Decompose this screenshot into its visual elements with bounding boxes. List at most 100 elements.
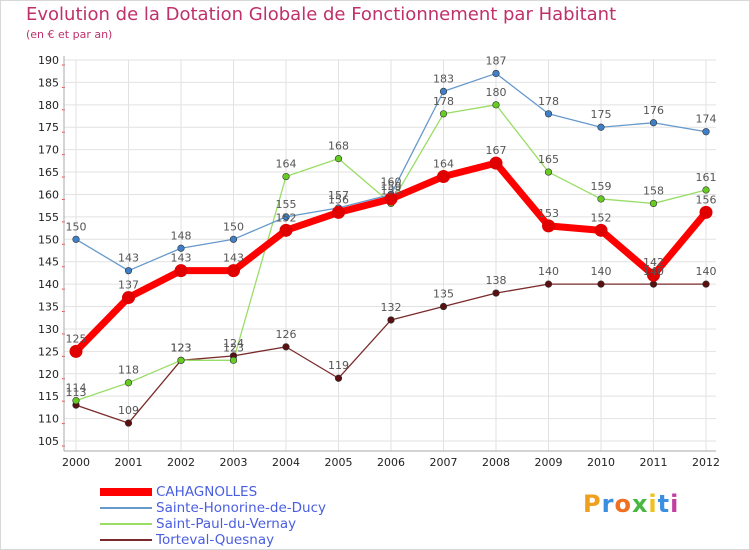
point-sainte-honorine-de-ducy-2008 (492, 69, 500, 78)
data-label-cahagnolles-2000: 125 (66, 332, 87, 345)
y-tick-label-175: 175 (38, 121, 59, 134)
data-label-torteval-quesnay-2011: 140 (643, 265, 664, 278)
point-saint-paul-du-vernay-2011 (649, 199, 658, 208)
data-label-cahagnolles-2003: 143 (223, 252, 244, 265)
point-sainte-honorine-de-ducy-2003 (229, 235, 238, 243)
data-label-sainte-honorine-de-ducy-2009: 178 (538, 95, 559, 108)
y-tick-label-185: 185 (38, 76, 59, 89)
data-label-saint-paul-du-vernay-2002: 123 (171, 341, 192, 354)
data-label-saint-paul-du-vernay-2001: 118 (118, 364, 139, 377)
point-saint-paul-du-vernay-2001 (124, 379, 133, 387)
x-tick-label-2011: 2011 (640, 456, 668, 469)
data-label-cahagnolles-2006: 159 (381, 180, 402, 193)
point-torteval-quesnay-2012 (702, 280, 710, 288)
legend-item-cahagnolles: CAHAGNOLLES (100, 484, 326, 500)
data-label-saint-paul-du-vernay-2009: 165 (538, 153, 559, 166)
point-torteval-quesnay-2004 (282, 343, 290, 351)
data-label-saint-paul-du-vernay-2008: 180 (486, 86, 507, 99)
point-cahagnolles-2005 (332, 205, 345, 219)
point-cahagnolles-2006 (384, 192, 398, 206)
data-label-saint-paul-du-vernay-2006: 158 (381, 184, 402, 197)
x-tick-label-2008: 2008 (482, 456, 510, 469)
data-label-sainte-honorine-de-ducy-2001: 143 (118, 252, 139, 265)
data-label-cahagnolles-2005: 156 (328, 193, 349, 206)
data-label-saint-paul-du-vernay-2011: 158 (643, 184, 664, 197)
point-cahagnolles-2011 (647, 268, 660, 282)
data-label-sainte-honorine-de-ducy-2010: 175 (591, 108, 612, 121)
x-tick-label-2009: 2009 (535, 456, 563, 469)
point-cahagnolles-2007 (437, 170, 450, 184)
x-tick-label-2005: 2005 (325, 456, 353, 469)
point-sainte-honorine-de-ducy-2012 (702, 128, 710, 136)
data-label-cahagnolles-2004: 152 (276, 211, 297, 224)
point-sainte-honorine-de-ducy-2001 (124, 267, 133, 275)
x-tick-label-2006: 2006 (377, 456, 405, 469)
point-sainte-honorine-de-ducy-2002 (177, 244, 185, 252)
point-torteval-quesnay-2008 (492, 289, 500, 297)
data-label-cahagnolles-2012: 156 (696, 193, 717, 206)
data-label-sainte-honorine-de-ducy-2006: 160 (381, 175, 402, 188)
y-tick-label-190: 190 (38, 54, 59, 67)
y-tick-label-180: 180 (38, 99, 59, 112)
data-label-sainte-honorine-de-ducy-2005: 157 (328, 189, 349, 202)
data-label-saint-paul-du-vernay-2007: 178 (433, 95, 454, 108)
point-saint-paul-du-vernay-2002 (177, 356, 185, 364)
y-tick-label-160: 160 (38, 188, 59, 201)
x-tick-label-2012: 2012 (692, 456, 720, 469)
logo-letter: i (648, 490, 658, 518)
data-label-saint-paul-du-vernay-2012: 161 (696, 171, 717, 184)
data-label-sainte-honorine-de-ducy-2003: 150 (223, 220, 244, 233)
y-tick-label-170: 170 (38, 144, 59, 157)
y-tick-label-165: 165 (38, 166, 59, 179)
proxiti-logo: Proxiti (583, 490, 679, 518)
y-tick-label-105: 105 (38, 435, 59, 448)
legend-label-sainte-honorine-de-ducy: Sainte-Honorine-de-Ducy (156, 500, 326, 516)
data-label-saint-paul-du-vernay-2004: 164 (276, 158, 297, 171)
x-tick-label-2002: 2002 (167, 456, 195, 469)
y-tick-label-120: 120 (38, 368, 59, 381)
data-label-cahagnolles-2011: 142 (643, 256, 664, 269)
point-sainte-honorine-de-ducy-2004 (282, 213, 290, 221)
point-cahagnolles-2009 (542, 219, 555, 233)
point-saint-paul-du-vernay-2005 (334, 155, 343, 163)
point-torteval-quesnay-2011 (649, 280, 658, 288)
point-cahagnolles-2001 (122, 291, 135, 305)
point-torteval-quesnay-2005 (334, 374, 343, 382)
data-label-cahagnolles-2007: 164 (433, 158, 454, 171)
data-label-torteval-quesnay-2005: 119 (328, 359, 349, 372)
x-tick-labels: 2000 2001 2002 2003 2004 2005 2006 2007 2008 2009… (62, 456, 720, 469)
legend-label-saint-paul-du-vernay: Saint-Paul-du-Vernay (156, 516, 297, 532)
data-label-torteval-quesnay-2004: 126 (276, 328, 297, 341)
data-label-torteval-quesnay-2008: 138 (486, 274, 507, 287)
data-label-torteval-quesnay-2009: 140 (538, 265, 559, 278)
point-cahagnolles-2004 (279, 223, 293, 237)
point-sainte-honorine-de-ducy-2007 (439, 87, 448, 95)
data-label-cahagnolles-2009: 153 (538, 207, 559, 220)
axes (62, 56, 716, 452)
y-tick-label-135: 135 (38, 301, 59, 314)
data-label-torteval-quesnay-2012: 140 (696, 265, 717, 278)
legend-swatch-sainte-honorine-de-ducy (100, 507, 152, 509)
logo-letter: P (583, 490, 602, 518)
chart-title: Evolution de la Dotation Globale de Fonc… (26, 4, 617, 25)
data-label-torteval-quesnay-2010: 140 (591, 265, 612, 278)
legend-swatch-torteval-quesnay (100, 539, 152, 541)
data-label-sainte-honorine-de-ducy-2008: 187 (486, 54, 507, 67)
point-sainte-honorine-de-ducy-2010 (597, 123, 605, 131)
logo-letter: x (631, 490, 649, 518)
data-label-cahagnolles-2001: 137 (118, 279, 139, 292)
point-cahagnolles-2000 (69, 344, 83, 358)
point-cahagnolles-2010 (594, 223, 608, 237)
logo-letter: t (657, 490, 671, 518)
point-torteval-quesnay-2006 (387, 316, 395, 324)
x-tick-label-2007: 2007 (430, 456, 458, 469)
point-torteval-quesnay-2007 (439, 302, 448, 311)
point-torteval-quesnay-2009 (544, 280, 553, 288)
y-tick-label-150: 150 (38, 233, 59, 246)
point-saint-paul-du-vernay-2012 (702, 186, 710, 194)
data-label-torteval-quesnay-2002: 123 (171, 341, 192, 354)
data-label-saint-paul-du-vernay-2003: 123 (223, 341, 244, 354)
x-tick-label-2000: 2000 (62, 456, 90, 469)
